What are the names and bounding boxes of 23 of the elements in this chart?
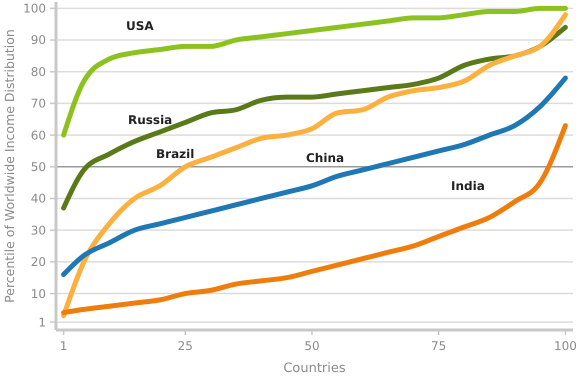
- x-tick-label: 25: [178, 339, 193, 353]
- series-label: China: [306, 151, 344, 165]
- y-axis-title: Percentile of Worldwide Income Distribution: [2, 29, 17, 303]
- y-tick-label: 80: [30, 64, 46, 79]
- x-tick-label: 100: [554, 339, 577, 353]
- series-label: Brazil: [156, 147, 194, 161]
- x-tick-label: 50: [304, 339, 320, 353]
- y-tick-label: 60: [30, 128, 46, 142]
- series-label: Russia: [128, 113, 172, 127]
- y-tick-label: 40: [30, 192, 46, 206]
- y-tick-label: 20: [30, 255, 46, 270]
- y-tick-label: 100: [23, 2, 46, 16]
- x-tick-label: 1: [60, 339, 68, 353]
- y-tick-label: 1: [38, 315, 46, 330]
- x-tick-label: 75: [431, 339, 446, 353]
- x-axis-title: Countries: [283, 361, 346, 376]
- y-tick-label: 70: [30, 96, 46, 111]
- series-label: USA: [126, 19, 154, 33]
- series-label: India: [451, 179, 485, 193]
- y-tick-label: 10: [30, 286, 46, 301]
- y-tick-label: 90: [30, 33, 46, 48]
- y-tick-label: 30: [30, 223, 46, 238]
- y-tick-label: 50: [30, 160, 46, 174]
